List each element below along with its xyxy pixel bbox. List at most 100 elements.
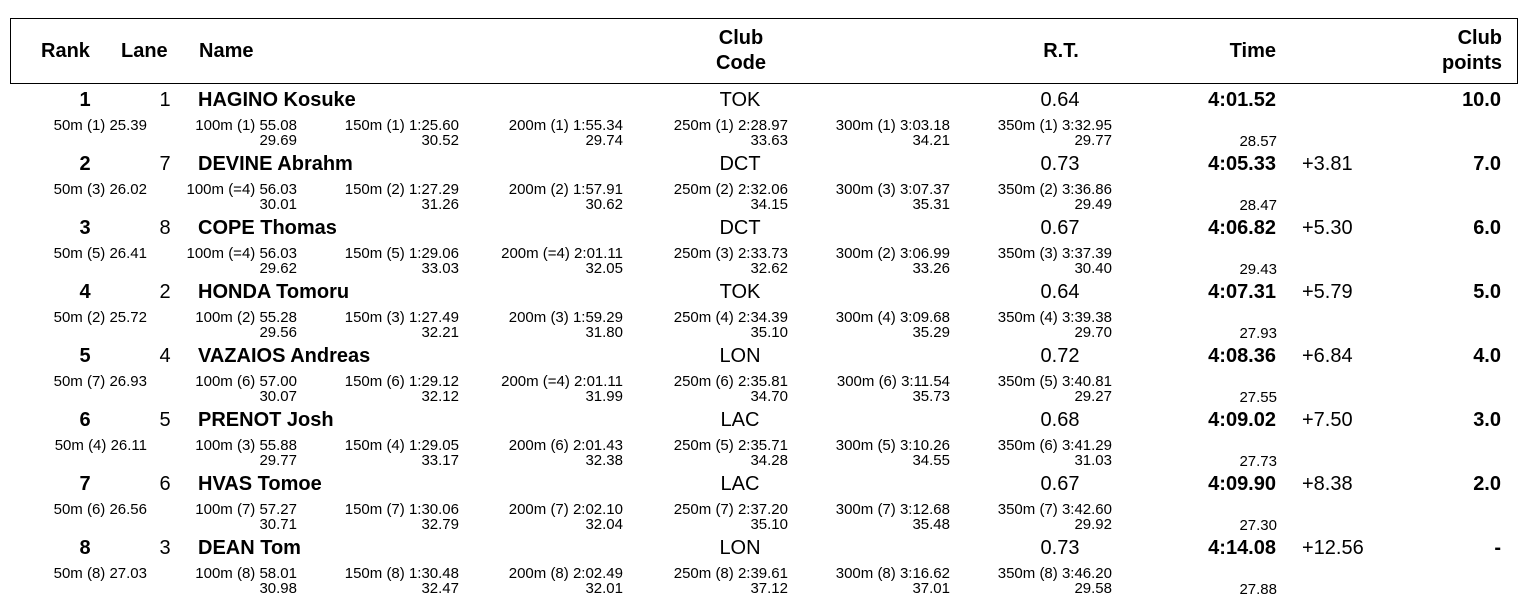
- lap-time: 33.26: [912, 260, 950, 277]
- final-time: 4:14.08: [1208, 537, 1276, 559]
- lap-time: 30.52: [421, 132, 459, 149]
- lap-time: 32.62: [750, 260, 788, 277]
- lap-time: 31.03: [1074, 452, 1112, 469]
- lap-time: 29.49: [1074, 196, 1112, 213]
- time-behind: +5.30: [1302, 217, 1353, 239]
- club-points: 5.0: [1473, 281, 1501, 303]
- club-code-header: Club Code: [716, 27, 766, 74]
- rank: 5: [79, 345, 91, 367]
- reaction-time: 0.68: [1040, 409, 1080, 431]
- split: 100m (8) 58.01: [195, 565, 297, 582]
- swimmer-name: HAGINO Kosuke: [198, 89, 356, 111]
- final-time: 4:09.02: [1208, 409, 1276, 431]
- split: 50m (6) 26.56: [53, 501, 147, 518]
- lane: 6: [159, 473, 171, 495]
- split: 100m (=4) 56.03: [186, 181, 298, 198]
- rank: 2: [79, 153, 91, 175]
- lap-time: 32.47: [421, 580, 459, 597]
- time-behind: +8.38: [1302, 473, 1353, 495]
- swimmer-name: HONDA Tomoru: [198, 281, 350, 303]
- lap-time: 34.28: [750, 452, 788, 469]
- lane-header: Lane: [121, 40, 168, 62]
- lap-time: 35.73: [912, 388, 950, 405]
- lap-time: 35.10: [750, 516, 788, 533]
- split: 100m (3) 55.88: [195, 437, 297, 454]
- split: 200m (=4) 2:01.11: [501, 245, 623, 262]
- club-points: 3.0: [1473, 409, 1501, 431]
- lap-time: 29.58: [1074, 580, 1112, 597]
- lane: 1: [159, 89, 171, 111]
- rank: 1: [79, 89, 91, 111]
- last-lap: 27.55: [1239, 389, 1277, 406]
- header-box: Rank Lane Name Club Code R.T. Time Club …: [10, 18, 1518, 84]
- split: 250m (4) 2:34.39: [673, 309, 788, 326]
- split: 100m (=4) 56.03: [186, 245, 298, 262]
- name-header: Name: [199, 40, 254, 62]
- lap-time: 32.01: [585, 580, 623, 597]
- split: 100m (7) 57.27: [195, 501, 297, 518]
- lap-time: 34.55: [912, 452, 950, 469]
- time-behind: +5.79: [1302, 281, 1353, 303]
- split: 250m (3) 2:33.73: [673, 245, 788, 262]
- lap-time: 31.26: [421, 196, 459, 213]
- rank: 4: [79, 281, 91, 303]
- split: 150m (1) 1:25.60: [344, 117, 459, 134]
- split: 200m (8) 2:02.49: [508, 565, 623, 582]
- club-code: LON: [719, 537, 761, 559]
- reaction-time: 0.64: [1040, 89, 1080, 111]
- split: 350m (7) 3:42.60: [997, 501, 1112, 518]
- swimmer-name: COPE Thomas: [198, 217, 337, 239]
- lap-time: 35.31: [912, 196, 950, 213]
- reaction-time: 0.67: [1040, 217, 1080, 239]
- club-points: 10.0: [1462, 89, 1501, 111]
- lap-time: 34.15: [750, 196, 788, 213]
- lap-time: 30.40: [1074, 260, 1112, 277]
- final-time: 4:09.90: [1208, 473, 1276, 495]
- time-behind: +7.50: [1302, 409, 1353, 431]
- lane: 2: [159, 281, 171, 303]
- club-code: DCT: [719, 217, 761, 239]
- rank: 8: [79, 537, 91, 559]
- split: 300m (1) 3:03.18: [835, 117, 950, 134]
- lap-time: 31.99: [585, 388, 623, 405]
- swimmer-name: VAZAIOS Andreas: [198, 345, 371, 367]
- lap-time: 29.70: [1074, 324, 1112, 341]
- lane: 5: [159, 409, 171, 431]
- lane: 3: [159, 537, 171, 559]
- lap-time: 29.92: [1074, 516, 1112, 533]
- split: 150m (2) 1:27.29: [344, 181, 459, 198]
- split: 50m (8) 27.03: [53, 565, 147, 582]
- split: 50m (1) 25.39: [53, 117, 147, 134]
- lap-time: 32.05: [585, 260, 623, 277]
- lap-time: 33.63: [750, 132, 788, 149]
- lap-time: 29.27: [1074, 388, 1112, 405]
- club-code: TOK: [719, 89, 761, 111]
- final-time: 4:05.33: [1208, 153, 1276, 175]
- split: 250m (2) 2:32.06: [673, 181, 788, 198]
- split: 150m (4) 1:29.05: [344, 437, 459, 454]
- lap-time: 37.12: [750, 580, 788, 597]
- split: 300m (8) 3:16.62: [835, 565, 950, 582]
- reaction-time: 0.67: [1040, 473, 1080, 495]
- rank-header: Rank: [41, 40, 90, 62]
- club-points: -: [1494, 537, 1501, 559]
- lane: 7: [159, 153, 171, 175]
- lap-time: 31.80: [585, 324, 623, 341]
- last-lap: 27.73: [1239, 453, 1277, 470]
- split: 100m (6) 57.00: [195, 373, 297, 390]
- split: 150m (8) 1:30.48: [344, 565, 459, 582]
- lap-time: 35.10: [750, 324, 788, 341]
- final-time: 4:07.31: [1208, 281, 1276, 303]
- split: 350m (6) 3:41.29: [997, 437, 1112, 454]
- time-behind: +12.56: [1302, 537, 1364, 559]
- lap-time: 29.74: [585, 132, 623, 149]
- split: 250m (8) 2:39.61: [673, 565, 788, 582]
- final-time: 4:06.82: [1208, 217, 1276, 239]
- club-code: LAC: [720, 473, 760, 495]
- club-points: 7.0: [1473, 153, 1501, 175]
- split: 200m (3) 1:59.29: [508, 309, 623, 326]
- lap-time: 30.71: [259, 516, 297, 533]
- lap-time: 30.07: [259, 388, 297, 405]
- club-code: DCT: [719, 153, 761, 175]
